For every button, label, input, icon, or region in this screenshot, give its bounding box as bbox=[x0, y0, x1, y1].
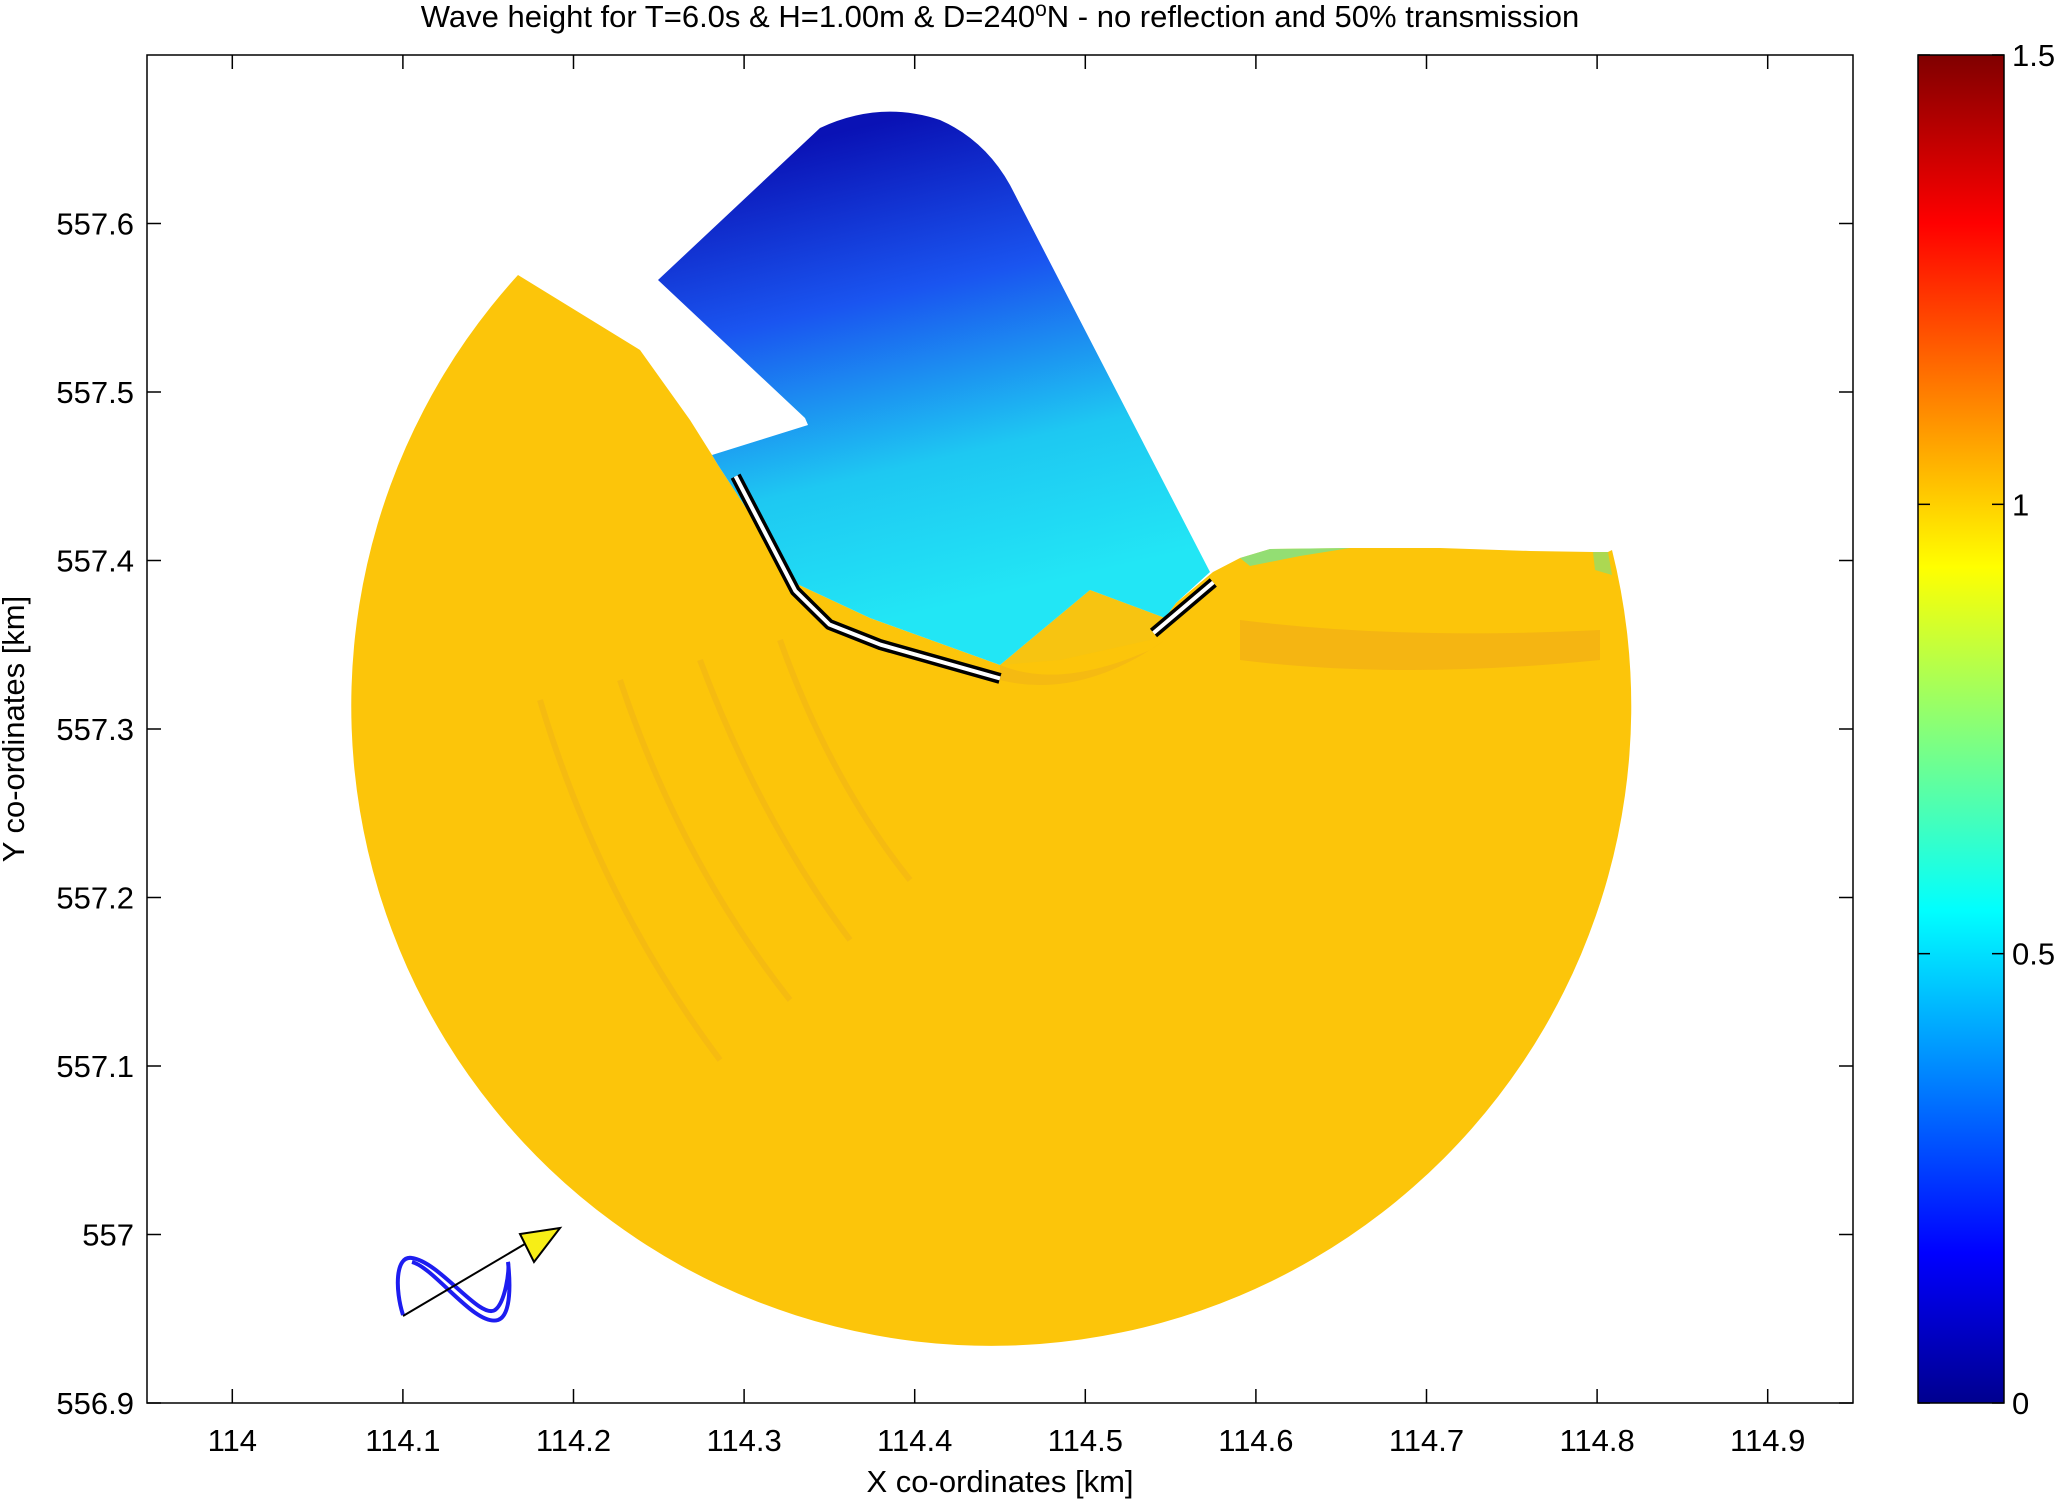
x-tick-label: 114.1 bbox=[365, 1423, 440, 1458]
title-part-1: Wave height for T=6.0s & H=1.00m & D=240 bbox=[421, 0, 1035, 34]
x-tick-label: 114.9 bbox=[1730, 1423, 1805, 1458]
y-tick-label: 557.1 bbox=[56, 1049, 134, 1084]
harbour-basin-field bbox=[658, 111, 1210, 665]
direction-arrow-head bbox=[518, 1226, 563, 1264]
colorbar-tick-label: 1 bbox=[2012, 487, 2029, 522]
y-tick-label: 557.5 bbox=[56, 375, 134, 410]
chart-title: Wave height for T=6.0s & H=1.00m & D=240… bbox=[421, 0, 1579, 34]
x-tick-label: 114.2 bbox=[536, 1423, 611, 1458]
east-breakwater-highlight bbox=[1240, 620, 1600, 670]
direction-arrow-shaft bbox=[402, 1237, 536, 1317]
colorbar-ticks: 0 0.5 1 1.5 bbox=[1918, 38, 2055, 1421]
title-part-2: N - no reflection and 50% transmission bbox=[1047, 0, 1579, 34]
x-tick-label: 114.6 bbox=[1218, 1423, 1293, 1458]
x-tick-label: 114.3 bbox=[706, 1423, 781, 1458]
colorbar-tick-label: 0 bbox=[2012, 1386, 2029, 1421]
x-tick-label: 114.8 bbox=[1559, 1423, 1634, 1458]
x-tick-label: 114 bbox=[208, 1423, 257, 1458]
breakwater-main bbox=[733, 475, 1001, 681]
y-axis-label: Y co-ordinates [km] bbox=[0, 596, 31, 862]
colorbar-tick-label: 1.5 bbox=[2012, 38, 2055, 73]
x-axis-ticks: 114 114.1 114.2 114.3 114.4 114.5 114.6 114.7 11… bbox=[208, 55, 1805, 1458]
x-tick-label: 114.5 bbox=[1048, 1423, 1123, 1458]
basin-mouth-highlight bbox=[1000, 640, 1165, 685]
x-tick-label: 114.4 bbox=[877, 1423, 952, 1458]
wave-sine-icon bbox=[395, 1255, 512, 1323]
y-tick-label: 556.9 bbox=[56, 1386, 134, 1421]
open-sea-field bbox=[351, 275, 1632, 1346]
coast-fringe bbox=[1240, 548, 1350, 566]
wave-crest-bands bbox=[537, 638, 913, 1062]
colorbar: 0 0.5 1 1.5 bbox=[1917, 38, 2055, 1421]
y-tick-label: 557.3 bbox=[56, 712, 134, 747]
breakwater-group bbox=[730, 473, 1217, 684]
x-tick-label: 114.7 bbox=[1389, 1423, 1464, 1458]
x-axis-label: X co-ordinates [km] bbox=[866, 1464, 1133, 1499]
colorbar-tick-label: 0.5 bbox=[2012, 937, 2055, 972]
breakwater-secondary bbox=[1152, 580, 1215, 635]
y-tick-label: 557.4 bbox=[56, 544, 134, 579]
title-superscript: o bbox=[1035, 0, 1047, 21]
plot-area bbox=[351, 111, 1632, 1346]
wave-direction-symbol bbox=[395, 1226, 563, 1323]
y-tick-label: 557 bbox=[82, 1218, 134, 1253]
east-edge-fringe bbox=[1593, 552, 1612, 575]
colorbar-gradient bbox=[1917, 54, 2005, 1404]
entrance-transition bbox=[1000, 590, 1176, 665]
y-axis-ticks: 556.9 557 557.1 557.2 557.3 557.4 557.5 557.6 bbox=[56, 207, 1853, 1421]
y-tick-label: 557.6 bbox=[56, 207, 134, 242]
y-tick-label: 557.2 bbox=[56, 881, 134, 916]
